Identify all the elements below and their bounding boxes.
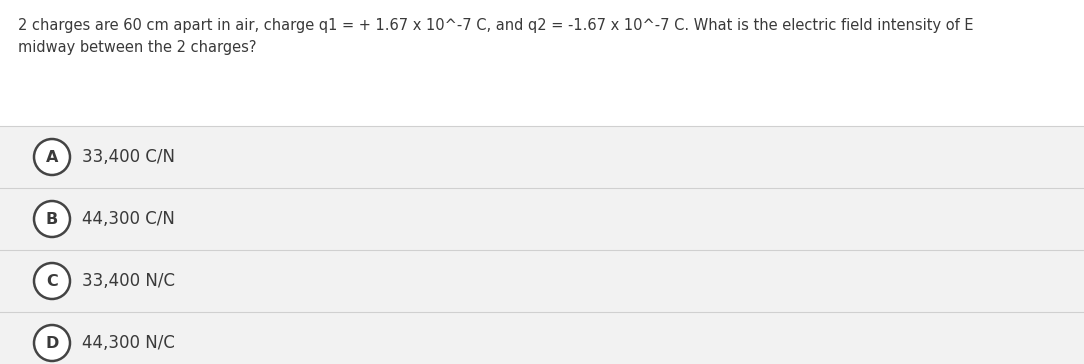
Text: midway between the 2 charges?: midway between the 2 charges?: [18, 40, 257, 55]
Text: 33,400 C/N: 33,400 C/N: [82, 148, 175, 166]
Text: 33,400 N/C: 33,400 N/C: [82, 272, 175, 290]
Ellipse shape: [34, 139, 70, 175]
Bar: [0, 250, 1084, 312]
Bar: [0, 312, 1084, 364]
Text: B: B: [46, 211, 59, 226]
Bar: [0, 188, 1084, 250]
Text: 44,300 N/C: 44,300 N/C: [82, 334, 175, 352]
Text: D: D: [46, 336, 59, 351]
Bar: [0, 126, 1084, 188]
Text: C: C: [47, 273, 57, 289]
Ellipse shape: [34, 201, 70, 237]
Text: 2 charges are 60 cm apart in air, charge q1 = + 1.67 x 10^-7 C, and q2 = -1.67 x: 2 charges are 60 cm apart in air, charge…: [18, 18, 973, 33]
Text: A: A: [46, 150, 59, 165]
Ellipse shape: [34, 325, 70, 361]
Ellipse shape: [34, 263, 70, 299]
Text: 44,300 C/N: 44,300 C/N: [82, 210, 175, 228]
